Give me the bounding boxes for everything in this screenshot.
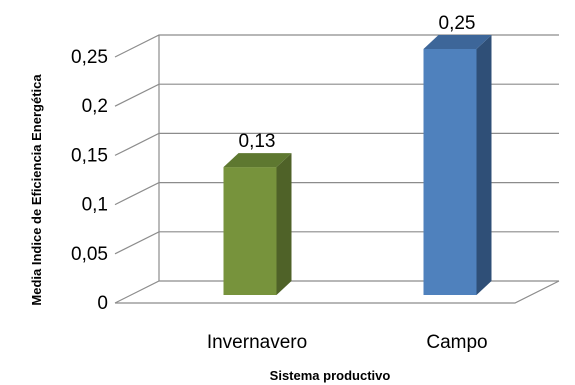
bar-front [423,49,477,295]
gridline [114,83,559,107]
bar-invernavero [223,153,292,295]
data-labels: 0,13 0,25 [239,13,476,152]
x-category-label: Invernavero [207,332,307,353]
floor-edge [115,280,560,304]
gridlines [114,34,560,304]
y-tick-label: 0 [97,293,108,314]
bar-top [223,153,292,168]
bars [223,35,492,295]
gridline [114,280,559,304]
bar-front [223,167,277,295]
bar-campo [423,35,492,295]
bar-side [276,153,292,295]
y-tick-label: 0,05 [71,244,108,265]
data-label: 0,13 [239,131,276,152]
y-axis-ticks: 0 0,05 0,1 0,15 0,2 0,25 [71,47,108,314]
gridline [114,182,559,206]
bar-top [423,35,492,49]
y-axis-title: Media Indice de Eficiencia Energética [29,74,44,306]
x-category-label: Campo [426,332,487,353]
x-axis-title: Sistema productivo [270,368,391,383]
bar-side [476,35,492,295]
gridline [114,231,559,255]
y-tick-label: 0,25 [71,47,108,68]
x-axis-categories: Invernavero Campo [207,332,488,353]
y-tick-label: 0,2 [82,96,108,117]
y-tick-label: 0,1 [82,195,108,216]
y-tick-label: 0,15 [71,145,108,166]
gridline [114,34,559,58]
gridline [114,132,559,156]
data-label: 0,25 [439,13,476,34]
